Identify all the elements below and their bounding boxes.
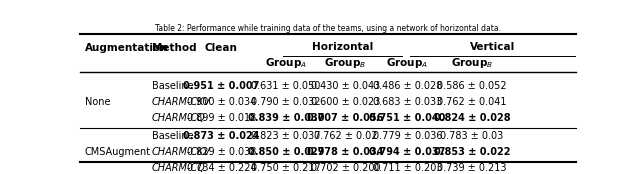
Text: 0.779 ± 0.036: 0.779 ± 0.036 [372,131,442,141]
Text: 0.778 ± 0.034: 0.778 ± 0.034 [307,147,383,157]
Text: CHARM-CQ: CHARM-CQ [152,163,205,173]
Text: 0.707 ± 0.056: 0.707 ± 0.056 [307,113,383,123]
Text: CMSAugment: CMSAugment [85,147,151,157]
Text: 0.839 ± 0.030: 0.839 ± 0.030 [248,113,324,123]
Text: 0.762 ± 0.041: 0.762 ± 0.041 [437,97,507,107]
Text: 0.951 ± 0.007: 0.951 ± 0.007 [183,81,260,91]
Text: 0.702 ± 0.200: 0.702 ± 0.200 [310,163,380,173]
Text: Augmentation: Augmentation [85,43,168,53]
Text: Method: Method [152,43,196,53]
Text: Group$_B$: Group$_B$ [451,56,493,70]
Text: 0.790 ± 0.032: 0.790 ± 0.032 [251,97,321,107]
Text: 0.850 ± 0.029: 0.850 ± 0.029 [248,147,324,157]
Text: 0.751 ± 0.040: 0.751 ± 0.040 [369,113,445,123]
Text: 0.899 ± 0.018: 0.899 ± 0.018 [187,113,256,123]
Text: 0.631 ± 0.050: 0.631 ± 0.050 [251,81,321,91]
Text: 0.873 ± 0.024: 0.873 ± 0.024 [183,131,260,141]
Text: 0.824 ± 0.028: 0.824 ± 0.028 [433,113,510,123]
Text: Baseline: Baseline [152,131,193,141]
Text: Clean: Clean [205,43,238,53]
Text: Baseline: Baseline [152,81,193,91]
Text: 0.739 ± 0.213: 0.739 ± 0.213 [437,163,507,173]
Text: 0.823 ± 0.037: 0.823 ± 0.037 [251,131,321,141]
Text: Group$_A$: Group$_A$ [265,56,307,70]
Text: 0.734 ± 0.224: 0.734 ± 0.224 [186,163,256,173]
Text: 0.783 ± 0.03: 0.783 ± 0.03 [440,131,504,141]
Text: 0.762 ± 0.02: 0.762 ± 0.02 [314,131,377,141]
Text: 0.794 ± 0.037: 0.794 ± 0.037 [369,147,445,157]
Text: 0.586 ± 0.052: 0.586 ± 0.052 [437,81,507,91]
Text: 0.711 ± 0.203: 0.711 ± 0.203 [372,163,442,173]
Text: 0.750 ± 0.217: 0.750 ± 0.217 [251,163,321,173]
Text: Group$_A$: Group$_A$ [387,56,428,70]
Text: 0.600 ± 0.023: 0.600 ± 0.023 [310,97,380,107]
Text: Group$_B$: Group$_B$ [324,56,367,70]
Text: 0.486 ± 0.028: 0.486 ± 0.028 [372,81,442,91]
Text: 0.829 ± 0.038: 0.829 ± 0.038 [187,147,256,157]
Text: CHARM-CKV: CHARM-CKV [152,147,211,157]
Text: 0.430 ± 0.043: 0.430 ± 0.043 [311,81,380,91]
Text: 0.683 ± 0.033: 0.683 ± 0.033 [372,97,442,107]
Text: 0.853 ± 0.022: 0.853 ± 0.022 [433,147,510,157]
Text: None: None [85,97,111,107]
Text: Vertical: Vertical [470,42,515,52]
Text: 0.900 ± 0.034: 0.900 ± 0.034 [187,97,256,107]
Text: CHARM-CQ: CHARM-CQ [152,113,205,123]
Text: Horizontal: Horizontal [312,42,374,52]
Text: CHARM-CKV: CHARM-CKV [152,97,211,107]
Text: Table 2: Performance while training data of the teams, using a network of horizo: Table 2: Performance while training data… [155,23,501,33]
